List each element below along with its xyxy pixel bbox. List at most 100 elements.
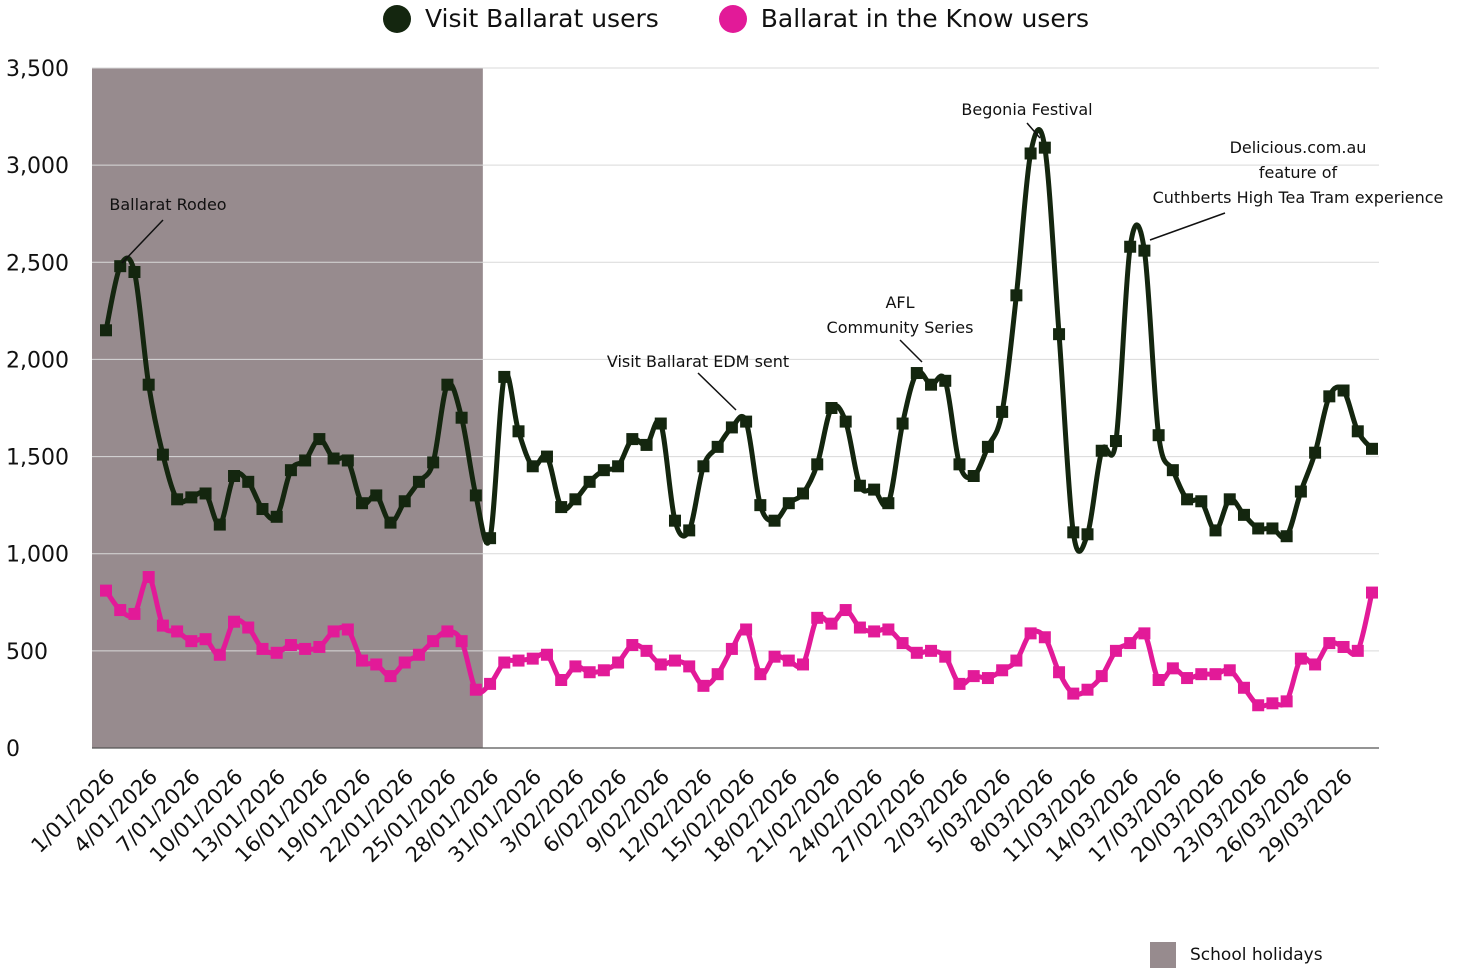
annotation-leader-line <box>1149 212 1226 241</box>
legend-item-know: Ballarat in the Know users <box>718 4 1089 33</box>
point-ballarat-in-the-know <box>1209 668 1222 681</box>
point-visit-ballarat <box>284 464 297 477</box>
point-visit-ballarat <box>1081 528 1094 541</box>
point-ballarat-in-the-know <box>128 607 141 620</box>
point-ballarat-in-the-know <box>1081 683 1094 696</box>
point-ballarat-in-the-know <box>1323 637 1336 650</box>
point-visit-ballarat <box>299 454 312 467</box>
chart-legend: Visit Ballarat users Ballarat in the Kno… <box>0 4 1472 33</box>
point-ballarat-in-the-know <box>1337 640 1350 653</box>
point-ballarat-in-the-know <box>398 656 411 669</box>
point-visit-ballarat <box>1366 442 1378 455</box>
point-ballarat-in-the-know <box>242 621 255 634</box>
y-tick-label: 3,500 <box>6 57 69 82</box>
point-visit-ballarat <box>1323 390 1336 403</box>
point-visit-ballarat <box>896 417 909 430</box>
point-ballarat-in-the-know <box>199 633 212 646</box>
point-visit-ballarat <box>356 497 369 510</box>
point-ballarat-in-the-know <box>370 658 383 671</box>
point-ballarat-in-the-know <box>1109 644 1122 657</box>
point-visit-ballarat <box>242 475 255 488</box>
point-visit-ballarat <box>427 456 440 469</box>
point-visit-ballarat <box>185 491 198 504</box>
y-tick-label: 1,500 <box>6 446 69 471</box>
point-visit-ballarat <box>853 479 866 492</box>
point-visit-ballarat <box>1280 530 1293 543</box>
point-ballarat-in-the-know <box>341 623 354 636</box>
point-visit-ballarat <box>128 266 141 278</box>
point-visit-ballarat <box>1053 328 1066 341</box>
point-visit-ballarat <box>626 433 639 446</box>
point-visit-ballarat <box>484 532 497 545</box>
point-visit-ballarat <box>498 370 511 383</box>
point-visit-ballarat <box>555 501 568 514</box>
point-visit-ballarat <box>654 417 667 430</box>
point-visit-ballarat <box>839 415 852 428</box>
point-visit-ballarat <box>384 516 397 529</box>
annotation-leader-line <box>1026 122 1041 139</box>
point-visit-ballarat <box>910 367 923 380</box>
point-ballarat-in-the-know <box>754 668 767 681</box>
point-ballarat-in-the-know <box>612 656 625 669</box>
point-ballarat-in-the-know <box>1024 627 1037 640</box>
point-ballarat-in-the-know <box>825 617 838 630</box>
point-ballarat-in-the-know <box>654 658 667 671</box>
point-ballarat-in-the-know <box>910 646 923 659</box>
point-visit-ballarat <box>1038 141 1051 154</box>
point-visit-ballarat <box>512 425 525 438</box>
point-ballarat-in-the-know <box>228 615 241 628</box>
point-ballarat-in-the-know <box>540 648 553 661</box>
holidays-legend: School holidays <box>1150 942 1323 968</box>
point-ballarat-in-the-know <box>740 623 753 636</box>
point-ballarat-in-the-know <box>1152 674 1165 686</box>
point-ballarat-in-the-know <box>384 670 397 683</box>
point-ballarat-in-the-know <box>882 623 895 636</box>
point-ballarat-in-the-know <box>185 635 198 648</box>
point-visit-ballarat <box>925 378 938 391</box>
point-ballarat-in-the-know <box>640 644 653 657</box>
point-ballarat-in-the-know <box>725 642 738 655</box>
point-ballarat-in-the-know <box>1294 652 1307 665</box>
y-tick-label: 3,000 <box>6 154 69 179</box>
point-ballarat-in-the-know <box>1351 644 1364 657</box>
point-ballarat-in-the-know <box>1181 672 1194 685</box>
point-ballarat-in-the-know <box>441 625 454 638</box>
point-visit-ballarat <box>1209 524 1222 537</box>
point-ballarat-in-the-know <box>683 660 696 673</box>
point-ballarat-in-the-know <box>313 640 326 653</box>
point-ballarat-in-the-know <box>782 654 795 667</box>
y-tick-label: 2,500 <box>6 251 69 276</box>
point-ballarat-in-the-know <box>1223 664 1236 677</box>
point-visit-ballarat <box>313 433 326 446</box>
point-ballarat-in-the-know <box>597 664 610 677</box>
point-ballarat-in-the-know <box>896 637 909 650</box>
annotation-label: Begonia Festival <box>961 100 1092 119</box>
point-visit-ballarat <box>868 483 881 496</box>
point-visit-ballarat <box>754 499 767 512</box>
legend-item-visit: Visit Ballarat users <box>382 4 659 33</box>
point-visit-ballarat <box>953 458 966 471</box>
point-visit-ballarat <box>996 405 1009 418</box>
point-ballarat-in-the-know <box>939 650 952 663</box>
point-ballarat-in-the-know <box>797 658 810 671</box>
point-ballarat-in-the-know <box>412 648 425 661</box>
point-visit-ballarat <box>939 374 952 387</box>
point-ballarat-in-the-know <box>583 666 596 679</box>
point-visit-ballarat <box>114 260 127 273</box>
point-ballarat-in-the-know <box>626 639 639 652</box>
point-visit-ballarat <box>469 489 482 502</box>
point-visit-ballarat <box>156 448 169 461</box>
point-ballarat-in-the-know <box>569 660 582 673</box>
point-ballarat-in-the-know <box>868 625 881 638</box>
point-visit-ballarat <box>1223 493 1236 506</box>
point-ballarat-in-the-know <box>925 644 938 657</box>
point-visit-ballarat <box>327 452 340 465</box>
y-tick-label: 500 <box>6 640 48 665</box>
y-tick-label: 1,000 <box>6 543 69 568</box>
point-visit-ballarat <box>1181 493 1194 506</box>
point-ballarat-in-the-know <box>697 679 710 692</box>
point-visit-ballarat <box>1010 289 1023 302</box>
point-visit-ballarat <box>1237 508 1250 521</box>
point-ballarat-in-the-know <box>156 619 169 632</box>
